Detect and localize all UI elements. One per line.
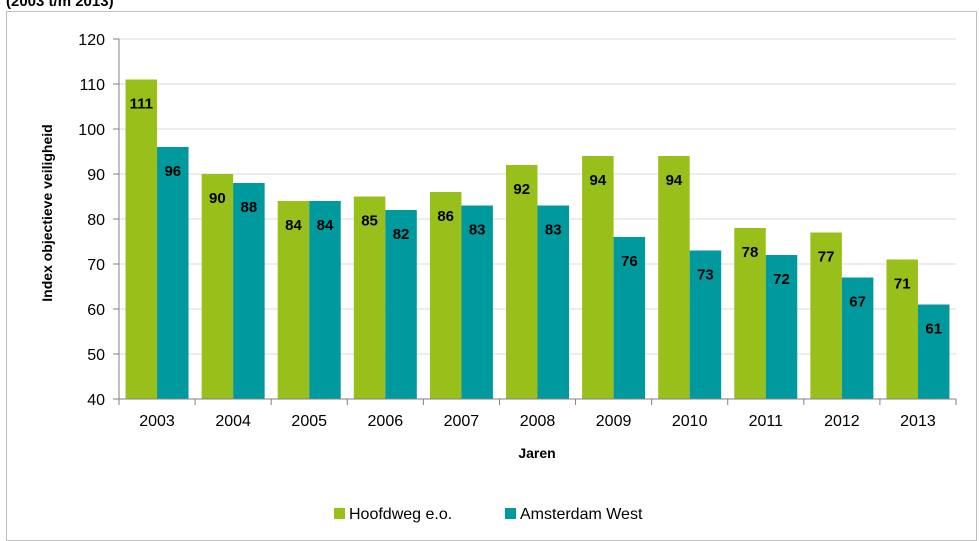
bar-amsterdam-west (841, 277, 874, 399)
bar-data-label: 76 (621, 253, 638, 270)
bar-hoofdweg (277, 201, 310, 399)
bar-data-label: 86 (437, 208, 454, 225)
x-tick-label: 2007 (444, 413, 480, 430)
y-tick-label: 60 (87, 302, 105, 319)
bar-data-label: 83 (469, 222, 486, 239)
bar-hoofdweg (353, 196, 386, 399)
bar-data-label: 94 (666, 172, 683, 189)
y-tick-label: 40 (87, 392, 105, 409)
bar-data-label: 77 (818, 249, 835, 266)
bar-data-label: 94 (589, 172, 606, 189)
bar-data-label: 84 (317, 217, 334, 234)
bar-data-label: 72 (773, 271, 790, 288)
x-axis-label: Jaren (518, 445, 555, 461)
bar-hoofdweg (886, 259, 918, 399)
x-tick-label: 2006 (368, 413, 404, 430)
y-tick-label: 80 (87, 212, 105, 229)
bar-data-label: 84 (285, 217, 302, 234)
bar-data-label: 78 (742, 244, 759, 261)
x-axis: 2003 2004 2005 2006 2007 2008 2009 2010 2011 2012… (118, 398, 957, 430)
x-tick-label: 2004 (215, 413, 251, 430)
bar-amsterdam-west (613, 237, 646, 399)
chart-title: (2003 t/m 2013) (6, 0, 114, 10)
bar-amsterdam-west (233, 183, 265, 399)
legend-label-amsterdam-west: Amsterdam West (520, 506, 643, 523)
bar-hoofdweg (125, 79, 158, 399)
legend: Hoofdweg e.o. Amsterdam West (334, 506, 643, 523)
bar-data-label: 71 (894, 276, 911, 293)
bar-data-label: 85 (361, 213, 378, 230)
legend-swatch-amsterdam-west (505, 508, 516, 519)
bar-amsterdam-west (537, 205, 569, 399)
bar-amsterdam-west (765, 255, 798, 399)
bar-hoofdweg (582, 156, 614, 399)
bar-hoofdweg (810, 232, 842, 399)
y-tick-label: 120 (78, 32, 105, 49)
bar-data-label: 82 (393, 226, 410, 243)
y-tick-label: 70 (87, 257, 105, 274)
bar-data-label: 96 (164, 163, 181, 180)
y-axis-label: Index objectieve veiligheid (39, 124, 55, 301)
bar-hoofdweg (658, 156, 690, 399)
bar-data-label: 90 (209, 190, 226, 207)
x-tick-label: 2008 (520, 413, 556, 430)
x-tick-label: 2011 (749, 413, 784, 430)
bar-data-label: 111 (130, 96, 153, 113)
bar-amsterdam-west (157, 147, 189, 399)
legend-label-hoofdweg: Hoofdweg e.o. (349, 506, 452, 523)
bar-data-label: 92 (513, 181, 530, 198)
bar-data-label: 73 (697, 267, 714, 284)
y-tick-label: 110 (79, 77, 105, 94)
x-tick-label: 2010 (672, 413, 708, 430)
bar-amsterdam-west (689, 250, 722, 399)
x-tick-label: 2009 (596, 413, 632, 430)
bar-hoofdweg (734, 228, 766, 399)
bar-amsterdam-west (385, 210, 417, 399)
bar-amsterdam-west (461, 205, 493, 399)
bar-amsterdam-west (309, 201, 341, 399)
bar-data-label: 61 (925, 321, 942, 338)
legend-swatch-hoofdweg (334, 508, 345, 519)
x-tick-label: 2013 (900, 413, 936, 430)
bar-hoofdweg (201, 174, 234, 399)
bar-data-label: 67 (849, 294, 866, 311)
x-tick-label: 2003 (139, 413, 175, 430)
bar-data-label: 88 (241, 199, 258, 216)
y-tick-label: 100 (78, 122, 105, 139)
bars (125, 79, 950, 399)
bar-hoofdweg (506, 165, 538, 399)
y-axis: 40 50 60 70 80 90 100 110 120 (78, 32, 120, 409)
bar-labels: 111 90 84 85 86 92 94 94 78 77 71 96 88 84 82 83 83 76 73 7… (130, 96, 942, 338)
x-tick-label: 2005 (291, 413, 327, 430)
y-tick-label: 90 (87, 167, 105, 184)
bar-amsterdam-west (917, 304, 950, 399)
y-tick-label: 50 (87, 347, 105, 364)
bar-hoofdweg (429, 192, 462, 399)
x-tick-label: 2012 (824, 413, 860, 430)
bar-data-label: 83 (545, 222, 562, 239)
